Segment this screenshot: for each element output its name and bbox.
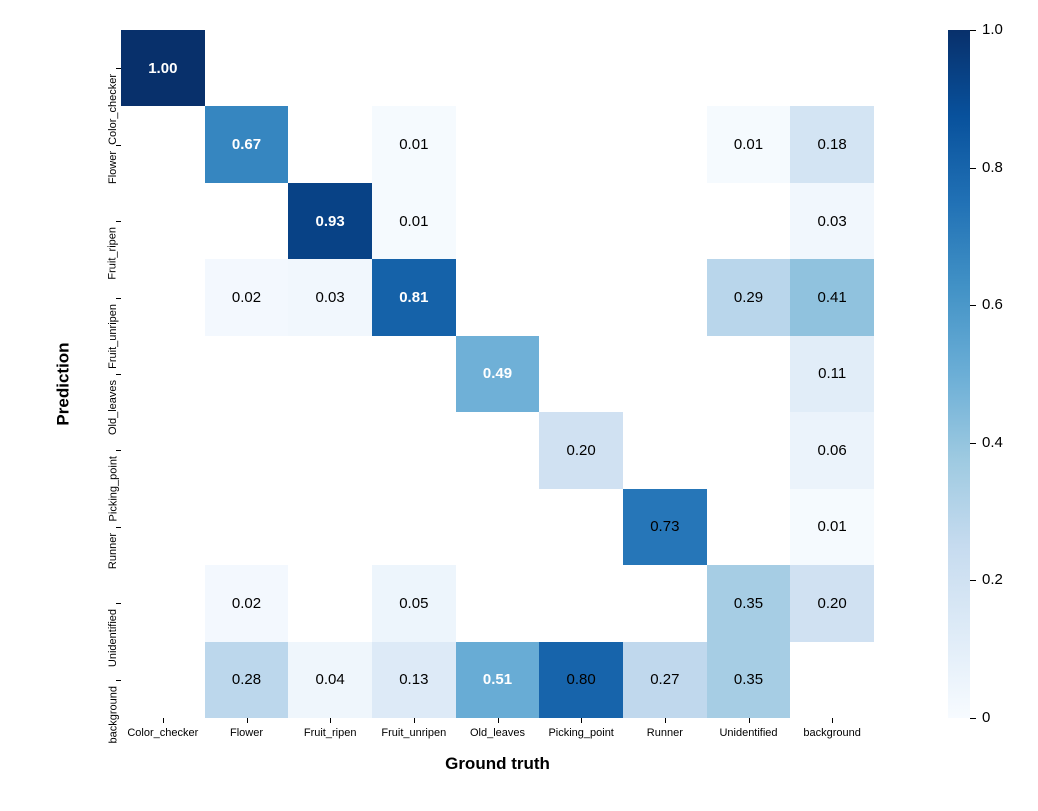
y-tick-label: Runner (107, 533, 119, 569)
y-tick (116, 680, 121, 681)
heatmap-cell: 0.02 (205, 565, 289, 641)
y-tick-label: Old_leaves (107, 380, 119, 435)
colorbar-tick (970, 443, 976, 444)
heatmap-cell: 1.00 (121, 30, 205, 106)
heatmap-cell: 0.35 (707, 565, 791, 641)
heatmap-cell: 0.81 (372, 259, 456, 335)
colorbar-tick-label: 0.8 (982, 159, 1003, 176)
heatmap-cell: 0.80 (539, 642, 623, 718)
y-axis-title: Prediction (54, 342, 74, 425)
heatmap-cell: 0.41 (790, 259, 874, 335)
y-tick-label: Unidentified (107, 609, 119, 667)
confusion-matrix-chart: Prediction Ground truth 1.000.670.010.01… (0, 0, 1038, 811)
heatmap-cell: 0.35 (707, 642, 791, 718)
y-tick-label: Fruit_unripen (107, 304, 119, 369)
heatmap-cell: 0.20 (790, 565, 874, 641)
heatmap-cell: 0.11 (790, 336, 874, 412)
heatmap-cell: 0.01 (790, 489, 874, 565)
heatmap-cell: 0.29 (707, 259, 791, 335)
colorbar-tick-label: 0.4 (982, 434, 1003, 451)
colorbar-tick (970, 168, 976, 169)
x-tick (832, 718, 833, 723)
colorbar-tick (970, 30, 976, 31)
colorbar-tick (970, 305, 976, 306)
x-tick (414, 718, 415, 723)
heatmap-cell: 0.73 (623, 489, 707, 565)
heatmap-cell: 0.13 (372, 642, 456, 718)
heatmap-cell: 0.02 (205, 259, 289, 335)
heatmap-cell: 0.20 (539, 412, 623, 488)
heatmap-cell: 0.28 (205, 642, 289, 718)
x-tick (665, 718, 666, 723)
colorbar-tick-label: 0.2 (982, 571, 1003, 588)
heatmap-cell: 0.27 (623, 642, 707, 718)
heatmap-cell: 0.93 (288, 183, 372, 259)
heatmap-cell: 0.49 (456, 336, 540, 412)
y-tick (116, 374, 121, 375)
x-tick (749, 718, 750, 723)
x-axis-title: Ground truth (121, 754, 874, 774)
y-tick-label: Fruit_ripen (107, 227, 119, 280)
x-tick (163, 718, 164, 723)
heatmap-cell: 0.06 (790, 412, 874, 488)
colorbar-tick-label: 0.6 (982, 296, 1003, 313)
heatmap-cell: 0.04 (288, 642, 372, 718)
x-tick (247, 718, 248, 723)
y-tick (116, 68, 121, 69)
heatmap-grid: 1.000.670.010.010.180.930.010.030.020.03… (121, 30, 874, 718)
x-tick (330, 718, 331, 723)
y-tick (116, 221, 121, 222)
heatmap-cell: 0.01 (372, 106, 456, 182)
heatmap-cell: 0.18 (790, 106, 874, 182)
heatmap-cell: 0.05 (372, 565, 456, 641)
heatmap-cell: 0.03 (288, 259, 372, 335)
x-tick-label: background (782, 727, 882, 739)
heatmap-cell: 0.01 (372, 183, 456, 259)
y-tick-label: Picking_point (107, 456, 119, 521)
colorbar-tick (970, 580, 976, 581)
x-tick (498, 718, 499, 723)
y-tick (116, 527, 121, 528)
heatmap-cell: 0.03 (790, 183, 874, 259)
colorbar-tick-label: 1.0 (982, 21, 1003, 38)
y-tick (116, 603, 121, 604)
y-tick-label: Color_checker (107, 74, 119, 145)
colorbar-tick-label: 0 (982, 709, 990, 726)
y-tick (116, 298, 121, 299)
heatmap-cell: 0.51 (456, 642, 540, 718)
y-tick-label: Flower (107, 151, 119, 184)
colorbar-gradient (948, 30, 970, 718)
x-tick (581, 718, 582, 723)
heatmap-cell: 0.67 (205, 106, 289, 182)
colorbar (948, 30, 970, 718)
y-tick (116, 450, 121, 451)
heatmap-cell: 0.01 (707, 106, 791, 182)
colorbar-tick (970, 718, 976, 719)
y-tick (116, 145, 121, 146)
